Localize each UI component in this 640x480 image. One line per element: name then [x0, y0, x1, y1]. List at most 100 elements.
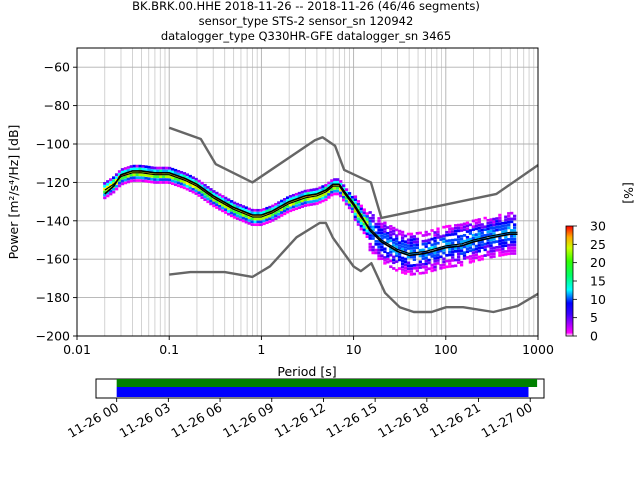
psd-cell — [324, 198, 328, 202]
psd-cell — [123, 172, 128, 176]
psd-cell — [191, 176, 195, 180]
x-tick-label: 0.1 — [159, 342, 179, 357]
mean-curve — [104, 172, 518, 254]
psd-cell — [392, 238, 396, 242]
psd-cell — [383, 233, 387, 236]
psd-cell — [182, 177, 187, 181]
psd-cell — [456, 226, 461, 230]
psd-cell — [507, 252, 511, 256]
psd-cell — [392, 255, 396, 259]
psd-cell — [380, 257, 384, 260]
psd-cell — [359, 224, 363, 228]
psd-cell — [106, 191, 110, 195]
psd-cell — [462, 251, 467, 255]
psd-cell — [374, 240, 378, 243]
psd-cell — [459, 234, 464, 238]
psd-cell — [495, 225, 499, 229]
psd-cell — [244, 217, 248, 221]
psd-cell — [465, 227, 470, 231]
psd-cell — [312, 194, 316, 197]
psd-cell — [235, 202, 240, 206]
psd-cell — [400, 230, 405, 234]
psd-cell — [501, 230, 505, 234]
psd-cell — [400, 259, 405, 263]
psd-cell — [386, 254, 390, 258]
psd-cell — [501, 221, 505, 225]
psd-cell — [456, 246, 461, 250]
psd-cell — [504, 224, 508, 227]
psd-cell — [224, 199, 228, 203]
psd-cell — [250, 211, 254, 215]
psd-cell — [462, 234, 467, 237]
psd-cell — [297, 203, 302, 207]
psd-cell — [283, 212, 287, 216]
psd-cell — [147, 168, 151, 172]
psd-cell — [165, 178, 169, 181]
psd-cell — [386, 226, 390, 229]
psd-cell — [135, 173, 139, 177]
psd-cell — [262, 216, 266, 220]
psd-cell — [285, 207, 290, 211]
psd-cell — [495, 248, 499, 252]
psd-cell — [123, 181, 128, 185]
psd-cell — [318, 200, 322, 204]
psd-cell — [454, 250, 458, 253]
psd-cell — [339, 180, 343, 183]
psd-cell — [368, 225, 372, 229]
psd-cell — [215, 203, 219, 206]
statistic-curves — [104, 170, 518, 257]
psd-cell — [132, 179, 136, 182]
psd-cell — [406, 232, 411, 236]
psd-cell — [451, 244, 455, 248]
psd-cell — [392, 241, 396, 244]
psd-cell — [182, 174, 187, 178]
psd-cell — [439, 246, 443, 250]
psd-cell — [212, 192, 216, 196]
coverage-tick-label: 11-26 00 — [65, 400, 121, 441]
psd-cell — [262, 213, 266, 217]
psd-cell — [321, 193, 325, 197]
psd-cell — [173, 180, 178, 184]
psd-cell — [344, 191, 349, 194]
psd-cell — [206, 194, 210, 198]
psd-cell — [247, 222, 251, 225]
psd-cell — [486, 218, 490, 222]
psd-cell — [226, 198, 231, 202]
psd-cell — [141, 165, 145, 168]
psd-cell — [383, 256, 387, 259]
psd-cell — [486, 233, 490, 237]
psd-cell — [141, 176, 145, 180]
psd-cell — [415, 231, 419, 235]
psd-cell — [403, 251, 408, 255]
psd-cell — [512, 234, 517, 238]
psd-cell — [333, 192, 337, 196]
psd-cell — [247, 216, 251, 219]
psd-cell — [336, 186, 340, 190]
psd-cell — [456, 238, 461, 241]
psd-cell — [489, 235, 493, 239]
psd-cell — [200, 184, 204, 188]
psd-cell — [389, 265, 393, 269]
psd-cell — [327, 190, 331, 193]
psd-cell — [512, 226, 517, 229]
psd-cell — [344, 196, 349, 200]
psd-cell — [510, 231, 514, 235]
psd-cell — [483, 245, 487, 249]
psd-cell — [274, 208, 278, 212]
psd-cell — [291, 193, 296, 197]
psd-cell — [197, 179, 201, 183]
psd-cell — [126, 180, 131, 184]
psd-cell — [377, 231, 381, 235]
psd-cell — [120, 179, 125, 183]
psd-cell — [356, 217, 361, 221]
psd-cell — [226, 201, 231, 204]
psd-cell — [510, 252, 514, 255]
psd-cell — [339, 182, 343, 186]
psd-cell — [232, 216, 237, 219]
psd-cell — [486, 244, 490, 248]
psd-cell — [392, 244, 396, 247]
psd-cell — [247, 207, 251, 211]
psd-cell — [123, 170, 128, 173]
psd-cell — [327, 193, 331, 196]
psd-cell — [424, 259, 428, 263]
